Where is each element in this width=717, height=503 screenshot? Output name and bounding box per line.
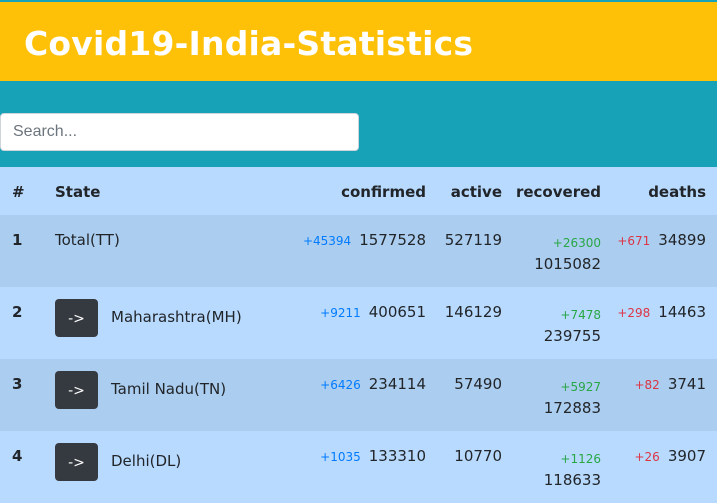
state-name: Delhi(DL) — [111, 452, 182, 470]
deaths-cell: +671 34899 — [617, 231, 706, 249]
open-state-button[interactable]: -> — [55, 443, 98, 481]
recovered-value: 239755 — [543, 327, 601, 345]
confirmed-cell: +45394 1577528 — [303, 231, 426, 249]
recovered-delta-text: +1126 — [560, 452, 601, 466]
open-state-button[interactable]: -> — [55, 299, 98, 337]
recovered-delta-text: +5927 — [560, 380, 601, 394]
deaths-cell: +82 3741 — [634, 375, 706, 393]
confirmed-value: 400651 — [368, 303, 426, 321]
confirmed-value: 234114 — [368, 375, 426, 393]
confirmed-value: 133310 — [368, 447, 426, 465]
deaths-delta: +671 — [617, 234, 651, 248]
deaths-delta: +82 — [634, 378, 660, 392]
confirmed-delta: +1035 — [320, 450, 361, 464]
column-header-recovered: recovered — [515, 183, 601, 201]
column-header-confirmed: confirmed — [341, 183, 426, 201]
deaths-value: 3907 — [667, 447, 706, 465]
search-input[interactable] — [0, 113, 359, 151]
page-title: Covid19-India-Statistics — [24, 24, 474, 63]
table-row: 1 Total(TT) +45394 1577528 527119 +26300 … — [0, 215, 717, 287]
state-name: Tamil Nadu(TN) — [111, 380, 227, 398]
row-number: 3 — [12, 375, 23, 393]
recovered-delta: +7478 — [560, 305, 601, 323]
recovered-delta: +1126 — [560, 449, 601, 467]
column-header-active: active — [450, 183, 502, 201]
table-row: 3 -> Tamil Nadu(TN) +6426 234114 57490 +5… — [0, 359, 717, 431]
row-number: 4 — [12, 447, 23, 465]
deaths-value: 34899 — [658, 231, 706, 249]
row-number: 1 — [12, 231, 23, 249]
confirmed-delta: +45394 — [302, 234, 352, 248]
search-bar — [0, 81, 717, 167]
state-name: Total(TT) — [55, 231, 120, 249]
deaths-delta: +298 — [617, 306, 651, 320]
app-header: Covid19-India-Statistics — [0, 0, 717, 81]
recovered-value: 172883 — [543, 399, 601, 417]
stats-table: # State confirmed active recovered death… — [0, 167, 717, 503]
deaths-cell: +298 14463 — [617, 303, 706, 321]
state-name: Maharashtra(MH) — [111, 308, 242, 326]
deaths-cell: +26 3907 — [634, 447, 706, 465]
recovered-value: 1015082 — [534, 255, 601, 273]
open-state-button[interactable]: -> — [55, 371, 98, 409]
confirmed-cell: +1035 133310 — [320, 447, 426, 465]
confirmed-cell: +9211 400651 — [320, 303, 426, 321]
confirmed-cell: +6426 234114 — [320, 375, 426, 393]
active-value: 527119 — [444, 231, 502, 249]
column-header-state: State — [55, 183, 101, 201]
deaths-value: 3741 — [667, 375, 706, 393]
active-value: 10770 — [454, 447, 502, 465]
active-value: 146129 — [444, 303, 502, 321]
table-row: 2 -> Maharashtra(MH) +9211 400651 146129 … — [0, 287, 717, 359]
row-number: 2 — [12, 303, 23, 321]
table-header-row: # State confirmed active recovered death… — [0, 167, 717, 215]
recovered-value: 118633 — [543, 471, 601, 489]
recovered-delta-text: +7478 — [560, 308, 601, 322]
confirmed-value: 1577528 — [359, 231, 426, 249]
recovered-delta-text: +26300 — [552, 236, 601, 250]
deaths-delta: +26 — [634, 450, 660, 464]
recovered-delta: +5927 — [560, 377, 601, 395]
recovered-delta: +26300 — [553, 233, 601, 251]
confirmed-delta: +9211 — [320, 306, 361, 320]
confirmed-delta: +6426 — [320, 378, 361, 392]
deaths-value: 14463 — [658, 303, 706, 321]
column-header-deaths: deaths — [648, 183, 706, 201]
active-value: 57490 — [454, 375, 502, 393]
column-header-number: # — [12, 183, 25, 201]
table-row: 4 -> Delhi(DL) +1035 133310 10770 +1126 1… — [0, 431, 717, 503]
